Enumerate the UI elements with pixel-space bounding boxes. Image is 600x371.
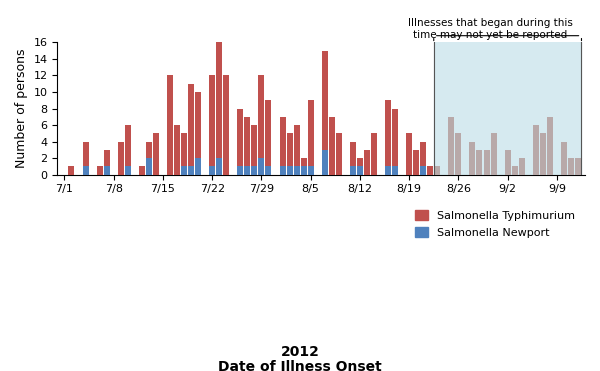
- Bar: [392, 109, 398, 167]
- Bar: [385, 167, 391, 175]
- Bar: [455, 167, 461, 175]
- Bar: [357, 158, 363, 167]
- Bar: [322, 50, 328, 150]
- Bar: [167, 75, 173, 175]
- Bar: [512, 167, 518, 175]
- Bar: [188, 84, 194, 167]
- Bar: [83, 142, 89, 167]
- Bar: [244, 117, 250, 167]
- Bar: [153, 133, 159, 175]
- Bar: [139, 167, 145, 175]
- Bar: [455, 133, 461, 167]
- Bar: [385, 100, 391, 167]
- Bar: [329, 117, 335, 175]
- Bar: [336, 133, 342, 175]
- Bar: [308, 167, 314, 175]
- Bar: [448, 117, 454, 167]
- Bar: [181, 133, 187, 167]
- Bar: [476, 150, 482, 175]
- Bar: [540, 167, 546, 175]
- Bar: [484, 150, 490, 167]
- Bar: [364, 150, 370, 175]
- Bar: [350, 142, 356, 167]
- Bar: [174, 125, 180, 175]
- Bar: [350, 167, 356, 175]
- Bar: [540, 133, 546, 167]
- Bar: [251, 125, 257, 167]
- Bar: [146, 142, 152, 158]
- Bar: [209, 167, 215, 175]
- Bar: [195, 158, 201, 175]
- Bar: [533, 125, 539, 150]
- Bar: [533, 150, 539, 175]
- Bar: [420, 167, 426, 175]
- Bar: [287, 133, 293, 167]
- Bar: [575, 158, 581, 167]
- Bar: [568, 158, 574, 175]
- Bar: [125, 125, 131, 167]
- Y-axis label: Number of persons: Number of persons: [15, 49, 28, 168]
- Bar: [287, 167, 293, 175]
- Bar: [223, 75, 229, 175]
- Bar: [280, 117, 286, 167]
- Bar: [68, 167, 74, 175]
- Bar: [293, 167, 299, 175]
- Bar: [104, 167, 110, 175]
- Bar: [469, 142, 475, 167]
- Bar: [413, 150, 419, 175]
- Bar: [371, 133, 377, 175]
- Bar: [547, 117, 553, 175]
- Bar: [238, 109, 243, 167]
- Bar: [392, 167, 398, 175]
- Bar: [484, 167, 490, 175]
- Bar: [469, 167, 475, 175]
- Bar: [301, 158, 307, 167]
- Bar: [505, 167, 511, 175]
- Bar: [188, 167, 194, 175]
- Bar: [575, 167, 581, 175]
- Bar: [259, 158, 265, 175]
- Bar: [125, 167, 131, 175]
- Bar: [561, 142, 567, 175]
- Bar: [97, 167, 103, 175]
- Bar: [491, 133, 497, 175]
- Bar: [280, 167, 286, 175]
- Text: 2012: 2012: [281, 345, 319, 359]
- Bar: [357, 167, 363, 175]
- Bar: [301, 167, 307, 175]
- Bar: [216, 158, 222, 175]
- Bar: [505, 150, 511, 167]
- Bar: [406, 133, 412, 175]
- Bar: [83, 167, 89, 175]
- Bar: [181, 167, 187, 175]
- Bar: [146, 158, 152, 175]
- Bar: [104, 150, 110, 167]
- Legend: Salmonella Typhimurium, Salmonella Newport: Salmonella Typhimurium, Salmonella Newpo…: [410, 206, 580, 242]
- Bar: [293, 125, 299, 167]
- Bar: [265, 167, 271, 175]
- Bar: [322, 150, 328, 175]
- Bar: [434, 167, 440, 175]
- Text: Date of Illness Onset: Date of Illness Onset: [218, 360, 382, 371]
- Bar: [209, 75, 215, 167]
- Bar: [427, 167, 433, 175]
- Bar: [251, 167, 257, 175]
- Bar: [420, 142, 426, 167]
- Bar: [259, 75, 265, 158]
- Bar: [518, 158, 524, 175]
- Bar: [118, 142, 124, 175]
- Bar: [195, 92, 201, 158]
- Bar: [434, 42, 581, 175]
- Bar: [448, 167, 454, 175]
- Bar: [238, 167, 243, 175]
- Bar: [216, 42, 222, 158]
- Text: Illnesses that began during this
time may not yet be reported: Illnesses that began during this time ma…: [407, 18, 572, 40]
- Bar: [244, 167, 250, 175]
- Bar: [265, 100, 271, 167]
- Bar: [308, 100, 314, 167]
